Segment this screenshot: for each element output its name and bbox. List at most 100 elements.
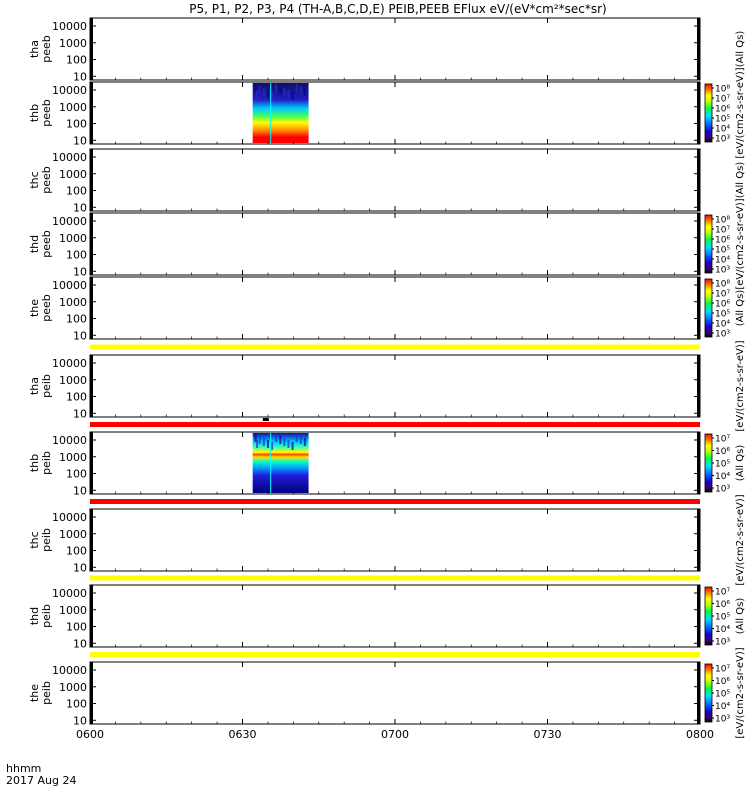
panel-left-edge xyxy=(90,585,93,647)
y-tick-label: 100 xyxy=(66,185,87,198)
panel-left-edge xyxy=(90,509,93,571)
spectrogram-noise-thb_peib xyxy=(262,438,265,446)
colorbar-title-the_peib: [eV/(cm2-s-sr-eV)] xyxy=(735,647,746,738)
y-tick-label: 1000 xyxy=(59,451,87,464)
panel-frame-tha_peib xyxy=(89,354,701,418)
panel-ylabel-thd_peib: thdpeib xyxy=(28,604,53,628)
y-tick-label: 100 xyxy=(66,313,87,326)
spectrogram-noise-thb_peeb xyxy=(295,84,298,92)
panel-left-edge xyxy=(90,432,93,494)
colorbar-tick-label: 10⁵ xyxy=(715,310,730,320)
colorbar-tick-label: 10⁸ xyxy=(715,85,730,95)
spectrogram-noise-thb_peib xyxy=(299,436,302,444)
status-bar-marker xyxy=(262,418,269,421)
x-tick-label: 0630 xyxy=(229,728,257,741)
x-tick-label: 0800 xyxy=(686,728,714,741)
spectrogram-noise-thb_peib xyxy=(303,438,306,446)
spectrogram-noise-thb_peeb xyxy=(279,86,282,94)
spectrogram-noise-thb_peeb xyxy=(266,90,269,98)
colorbar-tick-label: 10³ xyxy=(715,638,730,648)
status-bar-4 xyxy=(90,652,700,657)
colorbar-title-thb_peib: (All Qs) xyxy=(735,445,746,482)
y-tick-label: 100 xyxy=(66,118,87,131)
colorbar-thb_peib xyxy=(704,433,713,493)
spectrogram-noise-thb_peib xyxy=(275,434,278,442)
panel-thc_peib: 10 100 1000 10000 thcpeib [eV/(cm2-s-sr-eV)] xyxy=(28,494,746,585)
panel-frame-thb_peeb xyxy=(89,81,701,145)
panel-left-edge xyxy=(90,277,93,339)
colorbar-tick-label: 10⁴ xyxy=(715,320,730,330)
colorbar-tick-label: 10³ xyxy=(715,715,730,725)
status-bar-3 xyxy=(90,575,700,581)
y-tick-label: 100 xyxy=(66,698,87,711)
panel-ylabel-tha_peib: thapeib xyxy=(28,374,53,398)
panel-frame-thb_peib xyxy=(89,431,701,495)
spectrogram-noise-thb_peeb xyxy=(262,88,265,96)
panel-right-edge xyxy=(697,149,700,211)
spectrogram-noise-thb_peeb xyxy=(287,90,290,98)
spectrogram-noise-thb_peeb xyxy=(291,92,294,100)
colorbar-tick-label: 10⁵ xyxy=(715,115,730,125)
colorbar-tick-label: 10³ xyxy=(715,266,730,276)
y-tick-label: 10000 xyxy=(52,357,87,370)
y-tick-label: 10 xyxy=(73,265,87,278)
colorbar-tick-label: 10⁶ xyxy=(715,105,730,115)
spectrogram-noise-thb_peib xyxy=(271,442,274,450)
colorbar-tick-label: 10⁷ xyxy=(715,435,730,445)
y-tick-label: 10000 xyxy=(52,151,87,164)
colorbar-title-tha_peib: [eV/(cm2-s-sr-eV)] xyxy=(735,340,746,431)
panel-frame-thd_peeb xyxy=(89,212,701,276)
panel-right-edge xyxy=(697,662,700,724)
y-tick-label: 1000 xyxy=(59,528,87,541)
panel-frame-thd_peib xyxy=(89,584,701,648)
colorbar-tick-label: 10⁴ xyxy=(715,702,730,712)
spectrogram-noise-thb_peeb xyxy=(254,84,257,92)
x-tick-label: 0700 xyxy=(381,728,409,741)
spectrogram-noise-thb_peib xyxy=(283,438,286,446)
y-tick-label: 1000 xyxy=(59,37,87,50)
colorbar-tick-label: 10⁴ xyxy=(715,125,730,135)
panel-frame-tha_peeb xyxy=(89,17,701,81)
panel-right-edge xyxy=(697,585,700,647)
spectrogram-noise-thb_peib xyxy=(256,440,259,448)
date-label: 2017 Aug 24 xyxy=(6,774,76,787)
y-tick-label: 10000 xyxy=(52,434,87,447)
colorbar-tick-label: 10⁷ xyxy=(715,588,730,598)
panel-thd_peeb: 10100100010000thdpeeb10⁸10⁷10⁶10⁵10⁴10³[… xyxy=(28,198,746,289)
y-tick-label: 10000 xyxy=(52,279,87,292)
y-tick-label: 10 xyxy=(73,134,87,147)
panel-frame-the_peib xyxy=(89,661,701,725)
y-tick-label: 10 xyxy=(73,637,87,650)
colorbar-tick-label: 10⁶ xyxy=(715,677,730,687)
panel-thd_peib: 10 100 1000 10000 thdpeib 10⁷ 10⁶ 10⁵ 10⁴ 10³ (All… xyxy=(28,584,746,650)
colorbar-tick-label: 10³ xyxy=(715,485,730,495)
panel-right-edge xyxy=(697,432,700,494)
y-tick-label: 10 xyxy=(73,329,87,342)
spectrogram-noise-thb_peib xyxy=(295,434,298,442)
x-unit-label: hhmm xyxy=(6,762,41,775)
spectrogram-noise-thb_peib xyxy=(291,442,294,450)
colorbar-tick-label: 10⁷ xyxy=(715,226,730,236)
spectrogram-noise-thb_peeb xyxy=(271,92,274,100)
colorbar-tick-label: 10⁵ xyxy=(715,246,730,256)
y-tick-label: 10 xyxy=(73,484,87,497)
y-tick-label: 1000 xyxy=(59,168,87,181)
y-tick-label: 1000 xyxy=(59,296,87,309)
colorbar-tick-label: 10⁷ xyxy=(715,290,730,300)
x-tick-label: 0600 xyxy=(76,728,104,741)
y-tick-label: 1000 xyxy=(59,374,87,387)
y-tick-label: 100 xyxy=(66,468,87,481)
colorbar-tick-label: 10⁶ xyxy=(715,447,730,457)
y-tick-label: 100 xyxy=(66,621,87,634)
y-tick-label: 10 xyxy=(73,407,87,420)
colorbar-the_peeb xyxy=(704,278,713,338)
y-tick-label: 10 xyxy=(73,201,87,214)
colorbar-tick-label: 10⁶ xyxy=(715,300,730,310)
colorbar-tick-label: 10³ xyxy=(715,135,730,145)
colorbar-tick-label: 10⁵ xyxy=(715,690,730,700)
colorbar-tick-label: 10⁸ xyxy=(715,216,730,226)
panel-frame-thc_peib xyxy=(89,508,701,572)
panel-left-edge xyxy=(90,662,93,724)
